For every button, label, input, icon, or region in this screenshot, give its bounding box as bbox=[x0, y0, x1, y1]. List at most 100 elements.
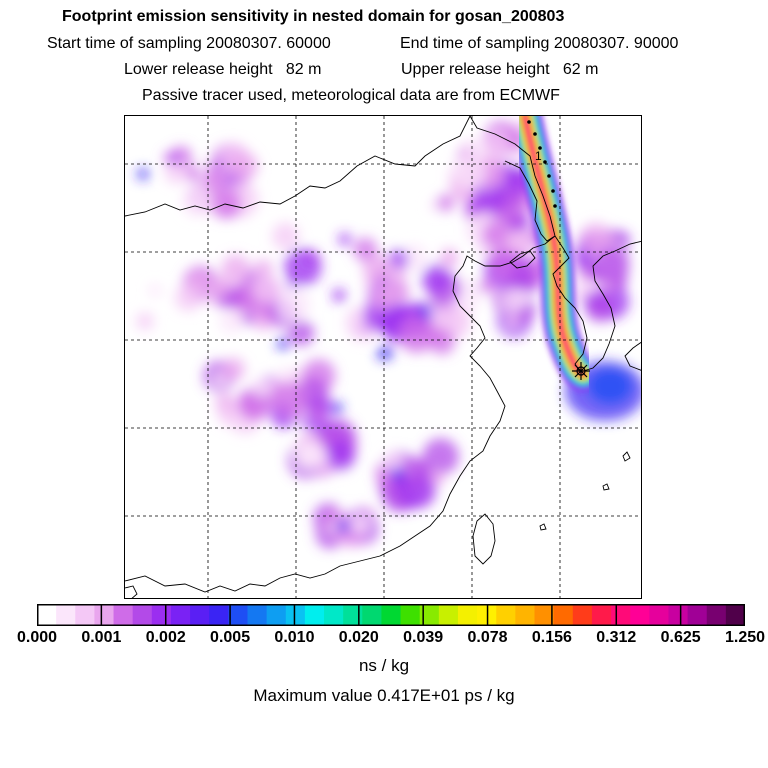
sensitivity-patch bbox=[252, 274, 283, 305]
colorbar-swatch bbox=[400, 604, 421, 626]
tracer-label: Passive tracer used, meteorological data… bbox=[142, 87, 560, 104]
colorbar-tick-label: 0.078 bbox=[467, 629, 508, 646]
sensitivity-patch bbox=[147, 283, 163, 298]
colorbar-tick-label: 0.039 bbox=[403, 629, 444, 646]
colorbar-tick-label: 0.000 bbox=[16, 629, 58, 646]
sensitivity-patch bbox=[499, 288, 527, 315]
sensitivity-patch bbox=[397, 315, 436, 354]
colorbar-tick-label: 0.001 bbox=[81, 629, 122, 646]
colorbar-swatch bbox=[75, 604, 95, 626]
sensitivity-patch bbox=[505, 315, 521, 331]
sensitivity-patch bbox=[198, 156, 211, 169]
coastline bbox=[472, 513, 496, 565]
colorbar-swatch bbox=[419, 604, 440, 626]
colorbar-tick-label: 1.250 bbox=[724, 629, 766, 646]
coastline bbox=[469, 116, 556, 237]
colorbar-swatch bbox=[706, 604, 727, 626]
coastline bbox=[624, 341, 641, 371]
particle-marker bbox=[553, 204, 557, 208]
sensitivity-patch bbox=[421, 264, 452, 295]
sensitivity-patch bbox=[221, 254, 251, 284]
colorbar-swatch bbox=[132, 604, 153, 626]
colorbar-swatch bbox=[668, 604, 689, 626]
sensitivity-patch bbox=[310, 406, 327, 423]
sensitivity-patch bbox=[251, 376, 273, 398]
sensitivity-patch bbox=[388, 249, 409, 270]
particle-marker bbox=[551, 189, 555, 193]
colorbar-swatch bbox=[457, 604, 478, 626]
sensitivity-patch bbox=[369, 283, 397, 312]
colorbar-tick-label: 0.002 bbox=[145, 629, 186, 646]
coastline bbox=[125, 585, 138, 598]
sensitivity-patch bbox=[505, 213, 525, 233]
colorbar-swatch bbox=[190, 604, 210, 626]
colorbar-swatch bbox=[37, 604, 57, 626]
colorbar-swatch bbox=[247, 604, 268, 626]
colorbar-swatch bbox=[56, 604, 76, 626]
sensitivity-patch bbox=[284, 248, 322, 286]
lower-release-label: Lower release height 82 m bbox=[124, 61, 322, 78]
colorbar-swatch bbox=[209, 604, 229, 626]
colorbar-tick-label: 0.156 bbox=[531, 629, 572, 646]
sensitivity-patch bbox=[212, 372, 228, 388]
sensitivity-patch bbox=[362, 254, 394, 285]
sensitivity-core bbox=[337, 520, 349, 532]
sensitivity-patch bbox=[211, 277, 231, 297]
sensitivity-core bbox=[391, 468, 403, 480]
colorbar-unit: ns / kg bbox=[358, 656, 410, 675]
sensitivity-patch bbox=[400, 244, 429, 272]
particle-marker bbox=[538, 146, 542, 150]
receptor-cross-icon bbox=[572, 362, 590, 380]
colorbar-swatch bbox=[324, 604, 344, 626]
sensitivity-patch bbox=[322, 512, 334, 524]
sensitivity-patch bbox=[253, 259, 274, 280]
sensitivity-patch bbox=[351, 513, 372, 534]
colorbar-swatch bbox=[170, 604, 191, 626]
sensitivity-patch bbox=[353, 237, 378, 262]
sensitivity-patch bbox=[579, 272, 591, 284]
colorbar-svg bbox=[37, 604, 745, 626]
particle-label: 1 bbox=[535, 149, 542, 163]
plume-band bbox=[523, 116, 585, 376]
sensitivity-patch bbox=[481, 221, 509, 249]
sensitivity-patch bbox=[428, 328, 455, 355]
colorbar-swatch bbox=[438, 604, 459, 626]
colorbar-swatch bbox=[572, 604, 593, 626]
sensitivity-patch bbox=[594, 245, 630, 281]
colorbar-swatch bbox=[496, 604, 516, 626]
sensitivity-patch bbox=[275, 367, 292, 384]
colorbar-swatch bbox=[725, 604, 745, 626]
particle-marker bbox=[543, 160, 547, 164]
colorbar-swatch bbox=[553, 604, 574, 626]
colorbar-swatch bbox=[285, 604, 306, 626]
coastline bbox=[622, 451, 631, 462]
sensitivity-patch bbox=[275, 287, 311, 323]
coastline bbox=[125, 116, 471, 217]
colorbar-swatch bbox=[304, 604, 325, 626]
sensitivity-patch bbox=[221, 357, 246, 381]
colorbar-tick-label: 0.625 bbox=[660, 629, 701, 646]
sensitivity-core bbox=[381, 347, 393, 359]
colorbar-tick-label: 0.312 bbox=[596, 629, 637, 646]
sensitivity-patch bbox=[288, 319, 315, 346]
sensitivity-patch bbox=[440, 248, 458, 266]
colorbar-swatch bbox=[113, 604, 134, 626]
colorbar-swatch bbox=[381, 604, 402, 626]
colorbar-swatch bbox=[591, 604, 612, 626]
coastline bbox=[504, 160, 556, 242]
sensitivity-core bbox=[331, 402, 343, 414]
start-time-label: Start time of sampling 20080307. 60000 bbox=[47, 35, 331, 52]
colorbar-swatch bbox=[649, 604, 669, 626]
coastline bbox=[509, 250, 536, 269]
sensitivity-patch bbox=[164, 160, 189, 184]
sensitivity-core bbox=[277, 338, 289, 350]
colorbar-swatch bbox=[94, 604, 115, 626]
sensitivity-patch bbox=[338, 232, 352, 246]
colorbar-swatch bbox=[362, 604, 382, 626]
particle-marker bbox=[527, 120, 531, 124]
sensitivity-patch bbox=[181, 185, 214, 218]
colorbar-swatch bbox=[687, 604, 708, 626]
colorbar-tick-label: 0.005 bbox=[210, 629, 251, 646]
sensitivity-patch bbox=[397, 290, 410, 303]
sensitivity-patch bbox=[219, 309, 244, 334]
